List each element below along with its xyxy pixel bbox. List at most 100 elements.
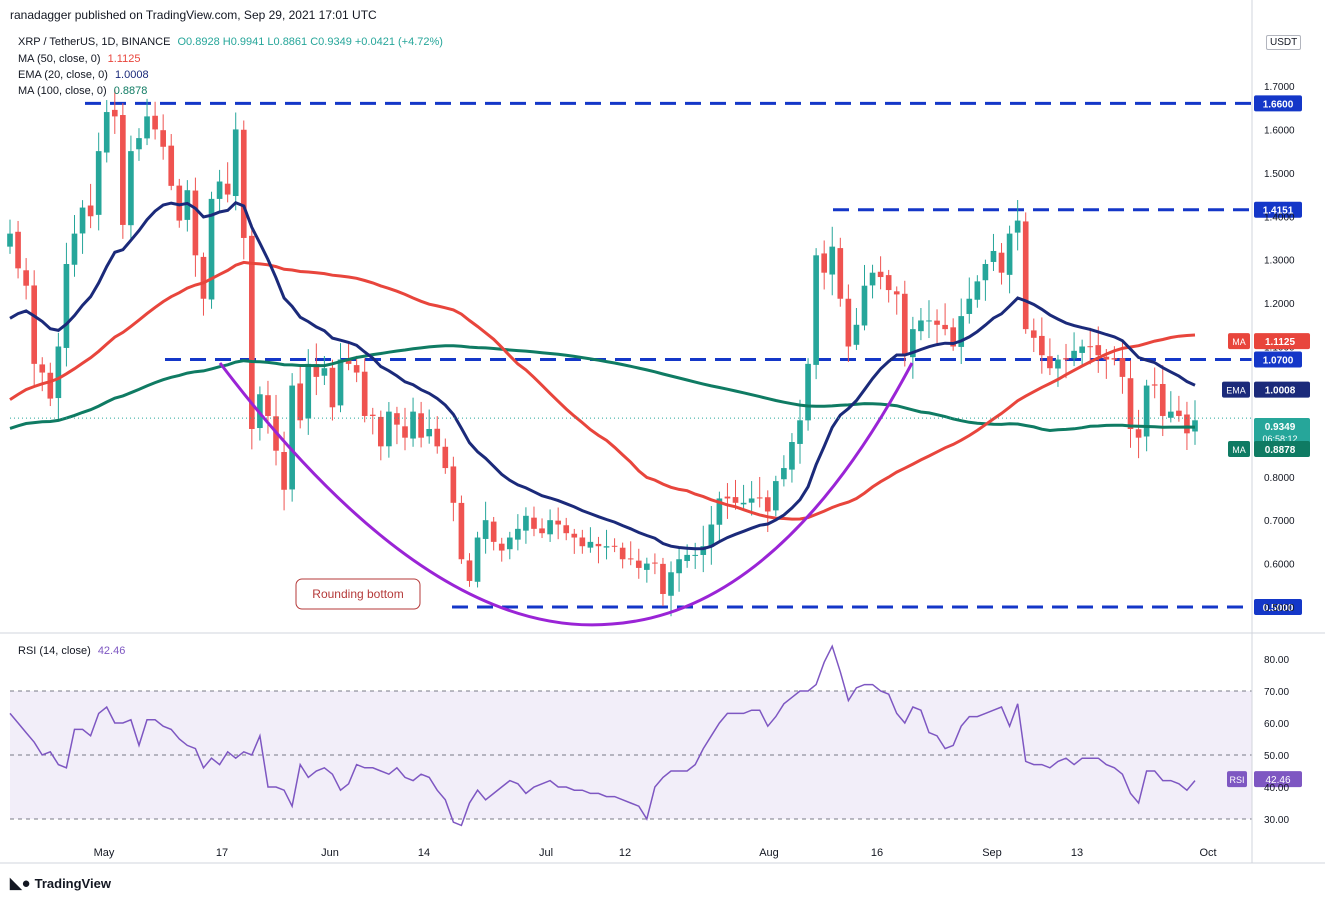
price-tick-label: 0.7000: [1264, 516, 1295, 527]
candle: [418, 401, 424, 448]
candle: [1006, 225, 1013, 294]
candle: [111, 89, 118, 134]
candle: [1159, 365, 1166, 437]
price-tick-label: 0.6000: [1264, 560, 1295, 571]
price-tick-label: 1.2000: [1264, 299, 1295, 310]
candle: [1079, 339, 1085, 365]
candle: [724, 483, 731, 519]
candle: [1151, 367, 1158, 399]
candle: [950, 318, 956, 351]
candle: [732, 479, 739, 510]
candle: [998, 243, 1005, 285]
ema20-label: EMA (20, close, 0): [18, 69, 108, 81]
symbol-legend: XRP / TetherUS, 1D, BINANCE O0.8928 H0.9…: [18, 36, 447, 48]
candle: [918, 307, 924, 341]
candle: [756, 476, 763, 508]
ma50-line: [9, 260, 1196, 521]
candles: [7, 89, 1198, 617]
candle: [982, 259, 989, 301]
level-badge: [1254, 201, 1302, 218]
price-tick-label: 1.3000: [1264, 256, 1295, 267]
candle: [95, 132, 102, 231]
candle: [192, 177, 199, 277]
candle: [1014, 200, 1021, 251]
candle: [934, 309, 940, 347]
candle: [337, 343, 344, 413]
candle: [442, 438, 449, 474]
candle: [926, 300, 932, 339]
candle: [676, 546, 682, 592]
candle: [1039, 317, 1045, 374]
rounding-bottom-curve: [218, 362, 914, 627]
candle: [579, 529, 586, 554]
candle: [619, 542, 626, 569]
candle: [144, 98, 150, 146]
candle: [555, 507, 561, 540]
annotation-label: Rounding bottom: [312, 587, 403, 601]
price-badge-name: [1222, 381, 1250, 398]
candle: [394, 406, 400, 445]
candle: [450, 456, 457, 522]
candle: [426, 409, 433, 444]
rsi-value-text: 42.46: [1265, 775, 1290, 786]
time-tick-label: Jul: [539, 847, 553, 859]
candle: [837, 237, 844, 307]
candle: [240, 120, 247, 260]
candle: [1087, 327, 1094, 365]
time-tick-label: 16: [871, 847, 883, 859]
time-tick-label: 13: [1071, 847, 1083, 859]
rsi-tick-label: 50.00: [1264, 751, 1289, 762]
tradingview-mark-icon: ◣●: [10, 875, 31, 892]
level-label: 0.5000: [1263, 603, 1294, 614]
rsi-name-badge: [1227, 771, 1247, 788]
candle: [748, 481, 755, 516]
candle: [353, 355, 360, 383]
candle: [813, 248, 819, 380]
candle: [571, 528, 578, 554]
candle: [885, 269, 892, 303]
countdown-label: 06:58:12: [1262, 434, 1297, 444]
time-tick-label: 17: [216, 847, 228, 859]
level-label: 1.0700: [1263, 356, 1294, 367]
candle: [1095, 326, 1102, 373]
candle: [781, 455, 787, 487]
price-badge: [1254, 441, 1310, 457]
candle: [410, 397, 416, 447]
candle: [595, 536, 602, 564]
candle: [297, 365, 304, 429]
candle: [942, 303, 948, 336]
candle: [539, 518, 545, 539]
price-badge-value: 0.8878: [1265, 445, 1296, 456]
candle: [377, 410, 384, 461]
candle: [71, 215, 78, 277]
candle: [910, 316, 916, 379]
rsi-tick-label: 70.00: [1264, 687, 1289, 698]
candle: [15, 220, 21, 279]
ema20-value: 1.0008: [114, 69, 149, 81]
candle: [893, 286, 900, 315]
candle: [845, 284, 852, 362]
price-tick-label: 0.8000: [1264, 473, 1295, 484]
price-tick-label: 1.6000: [1264, 125, 1295, 136]
time-tick-label: May: [94, 847, 115, 859]
price-badge-name-text: MA: [1232, 445, 1246, 455]
candle: [498, 537, 505, 562]
rsi-legend: RSI (14, close) 42.46: [18, 645, 129, 657]
rsi-value-badge: [1254, 771, 1302, 788]
candle: [1063, 343, 1069, 379]
time-tick-label: 14: [418, 847, 430, 859]
candle: [23, 258, 29, 300]
rsi-tick-label: 30.00: [1264, 815, 1289, 826]
candle: [797, 399, 803, 464]
currency-badge[interactable]: USDT: [1266, 35, 1302, 50]
ma100-value: 0.8878: [113, 85, 148, 97]
candle: [87, 183, 94, 229]
candle: [208, 191, 215, 309]
candle: [740, 484, 747, 510]
candle: [249, 224, 255, 450]
ema20-legend: EMA (20, close, 0) 1.0008: [18, 69, 153, 81]
symbol-label: XRP / TetherUS, 1D, BINANCE: [18, 36, 171, 48]
candle: [990, 233, 997, 271]
time-tick-label: Sep: [982, 847, 1002, 859]
time-tick-label: Jun: [321, 847, 339, 859]
